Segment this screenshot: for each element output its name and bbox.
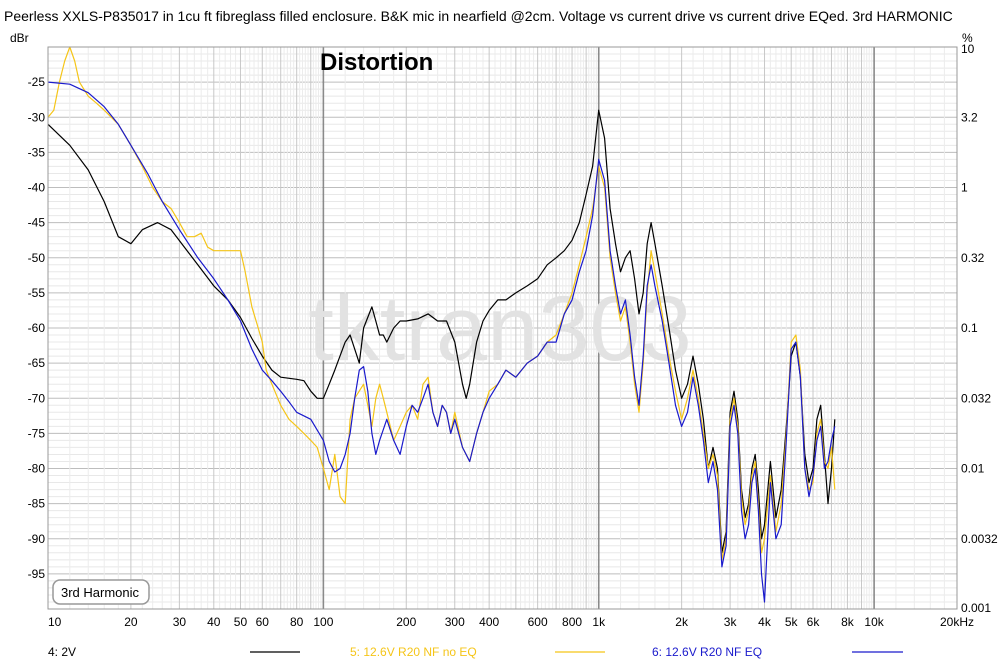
y-tick-label-right: 0.001 (961, 601, 991, 615)
x-tick-label: 20 (124, 615, 138, 629)
y-tick-label-left: -40 (28, 181, 46, 195)
y-tick-label-left: -75 (28, 426, 46, 440)
y-tick-label-left: -90 (28, 532, 46, 546)
x-tick-label: 60 (256, 615, 270, 629)
series-layer (47, 46, 836, 603)
x-tick-label: 50 (234, 615, 248, 629)
y-tick-label-left: -35 (28, 145, 46, 159)
y-tick-label-right: 3.2 (961, 110, 978, 124)
x-tick-label: 3k (724, 615, 738, 629)
x-tick-label: 4k (758, 615, 772, 629)
y-axis-label-left: dBr (10, 31, 29, 45)
y-tick-label-left: -55 (28, 286, 46, 300)
harmonic-box-label: 3rd Harmonic (61, 585, 140, 600)
legend-label-4: 4: 2V (48, 645, 76, 659)
harmonic-box (52, 579, 150, 605)
y-tick-label-left: -50 (28, 251, 46, 265)
series-line-4 (47, 109, 836, 554)
x-tick-label: 40 (207, 615, 221, 629)
legend: 4: 2V 5: 12.6V R20 NF no EQ 6: 12.6V R20 N… (48, 645, 903, 659)
x-tick-label: 200 (396, 615, 416, 629)
y-tick-label-left: -95 (28, 567, 46, 581)
y-tick-label-left: -30 (28, 110, 46, 124)
x-tick-label: 1k (592, 615, 606, 629)
x-tick-label: 300 (445, 615, 465, 629)
x-axis-unit-label: 20kHz (940, 615, 974, 629)
y-tick-label-left: -45 (28, 216, 46, 230)
x-tick-label: 2k (675, 615, 689, 629)
y-tick-label-left: -85 (28, 497, 46, 511)
y-axis-label-right: % (962, 31, 973, 45)
y-tick-labels-left: -25 -30 -35 -40 -45 -50 -55 -60 -65 -70 -75 -80 -85 -… (28, 75, 46, 581)
x-tick-label: 6k (807, 615, 821, 629)
plot-frame (47, 46, 958, 610)
x-tick-label: 10 (48, 615, 62, 629)
x-tick-label: 100 (313, 615, 333, 629)
y-tick-label-left: -80 (28, 462, 46, 476)
y-tick-label-right: 1 (961, 181, 968, 195)
series-line-6 (47, 81, 836, 603)
x-tick-label: 600 (528, 615, 548, 629)
y-tick-labels-right: 10 3.2 1 0.32 0.1 0.032 0.01 0.0032 0.001 (961, 42, 998, 615)
y-tick-label-right: 0.01 (961, 462, 985, 476)
watermark: tktran303 (308, 278, 692, 380)
y-tick-label-right: 0.32 (961, 251, 985, 265)
x-tick-label: 800 (562, 615, 582, 629)
y-tick-label-left: -60 (28, 321, 46, 335)
x-tick-label: 30 (173, 615, 187, 629)
legend-label-6: 6: 12.6V R20 NF EQ (652, 645, 762, 659)
x-tick-label: 10k (864, 615, 884, 629)
x-tick-label: 400 (479, 615, 499, 629)
x-tick-labels: 10 20 30 40 50 60 80 100 200 300 400 600 800 1k 2k 3k 4k… (48, 615, 885, 629)
grid (48, 46, 957, 610)
y-tick-label-left: -65 (28, 356, 46, 370)
y-tick-label-right: 0.0032 (961, 532, 998, 546)
chart-title: Peerless XXLS-P835017 in 1cu ft fibregla… (4, 8, 953, 24)
y-tick-label-right: 0.1 (961, 321, 978, 335)
y-tick-label-left: -70 (28, 391, 46, 405)
x-tick-label: 8k (841, 615, 855, 629)
legend-label-5: 5: 12.6V R20 NF no EQ (350, 645, 477, 659)
x-tick-label: 80 (290, 615, 304, 629)
y-tick-label-right: 10 (961, 42, 975, 56)
y-tick-label-right: 0.032 (961, 391, 991, 405)
chart-overlay-title: Distortion (320, 49, 433, 76)
x-tick-label: 5k (785, 615, 799, 629)
y-tick-label-left: -25 (28, 75, 46, 89)
